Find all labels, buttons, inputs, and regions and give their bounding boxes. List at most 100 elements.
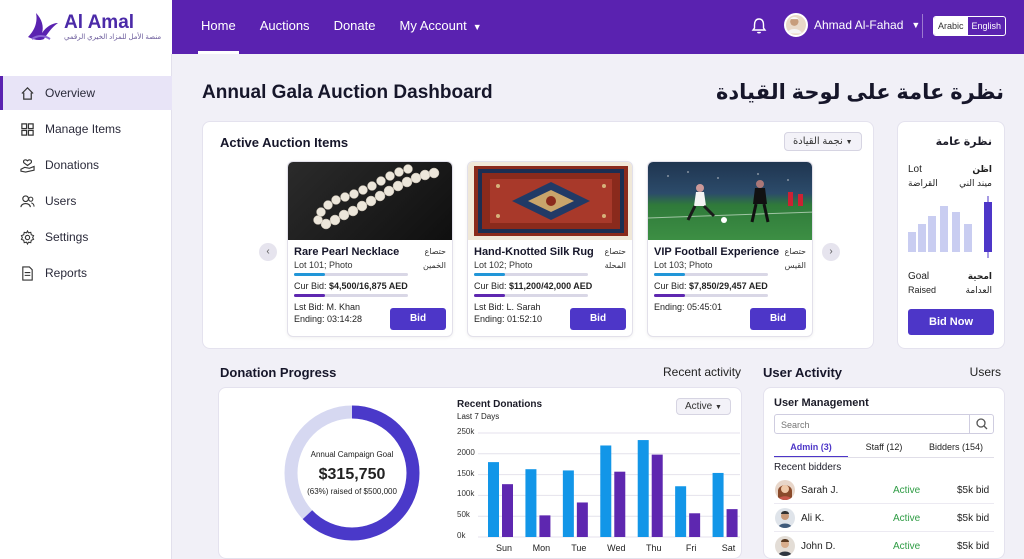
auction-filter-dropdown[interactable]: نجمة القيادة ▼ <box>784 132 862 151</box>
bar-wed-series-1 <box>600 445 612 537</box>
current-bid-label: Cur Bid: <box>294 281 327 291</box>
bid-button[interactable]: Bid <box>390 308 446 330</box>
bid-progress-fill <box>654 294 685 297</box>
bid-progress-fill <box>294 273 325 276</box>
avatar <box>775 536 795 556</box>
sidebar-item-reports[interactable]: Reports <box>0 256 172 290</box>
current-bid: Cur Bid: $4,500/16,875 AED <box>294 281 408 291</box>
page-title-arabic: نظرة عامة على لوحة القيادة <box>715 81 1004 104</box>
donation-filter-dropdown[interactable]: Active ▼ <box>676 398 731 415</box>
carousel-prev-button[interactable]: ‹ <box>259 243 277 261</box>
last-bidder: Lst Bid: L. Sarah <box>474 302 541 312</box>
item-lot: Lot 101; Photo <box>294 260 353 270</box>
divider <box>922 14 923 38</box>
current-bid: Cur Bid: $11,200/42,000 AED <box>474 281 592 291</box>
bar-wed-series-2 <box>614 471 626 537</box>
recent-activity-link[interactable]: Recent activity <box>663 365 742 379</box>
bar-tue-series-2 <box>576 502 588 537</box>
sidebar: Overview Manage Items Donations Users Se… <box>0 54 172 559</box>
sidebar-item-settings[interactable]: Settings <box>0 220 172 254</box>
bid-progress-bar <box>294 273 408 276</box>
search-button[interactable] <box>969 415 993 433</box>
nav-auctions[interactable]: Auctions <box>259 18 310 33</box>
lang-english[interactable]: English <box>971 21 1002 31</box>
hand-heart-icon <box>20 158 35 173</box>
home-icon <box>21 86 34 100</box>
current-bid-value: $4,500/16,875 AED <box>329 281 408 291</box>
football-image <box>648 162 812 240</box>
divider <box>774 531 994 532</box>
top-nav-bar: Home Auctions Donate My Account ▼ Ahmad A… <box>172 0 1024 54</box>
bar-thu-series-2 <box>651 454 663 537</box>
bidder-amount: $5k bid <box>957 485 990 496</box>
item-lot: Lot 102; Photo <box>474 260 533 270</box>
bar-mon-series-1 <box>525 469 537 537</box>
item-name: Rare Pearl Necklace <box>294 246 400 258</box>
campaign-goal-donut <box>284 405 420 541</box>
bar-thu-series-1 <box>637 440 649 537</box>
pearl-necklace-image <box>288 162 452 240</box>
bidder-amount: $5k bid <box>957 513 990 524</box>
users-link[interactable]: Users <box>969 365 1001 379</box>
overview-title: نظرة عامة <box>935 136 992 148</box>
divider <box>774 457 994 458</box>
item-arabic-label: القيس <box>784 261 806 270</box>
tab-admin[interactable]: Admin (3) <box>790 442 832 452</box>
item-name: VIP Football Experience <box>654 246 780 258</box>
campaign-amount: $315,750 <box>318 466 386 483</box>
nav-my-account[interactable]: My Account ▼ <box>390 0 490 54</box>
users-icon <box>20 194 35 207</box>
sidebar-item-donations[interactable]: Donations <box>0 148 172 182</box>
ending-timer: Ending: 05:45:01 <box>654 302 723 312</box>
bidder-name: Ali K. <box>801 513 825 524</box>
document-icon <box>22 265 33 281</box>
user-management-panel <box>763 387 1005 559</box>
x-tick-label: Thu <box>645 543 662 553</box>
dove-logo-icon <box>28 13 58 41</box>
auction-item-card[interactable]: Hand-Knotted Silk Rug حتصاع المحلة Lot 1… <box>467 161 633 337</box>
bell-icon[interactable] <box>750 17 768 35</box>
carousel-next-button[interactable]: › <box>822 243 840 261</box>
tab-bidders[interactable]: Bidders (154) <box>928 442 984 452</box>
user-menu[interactable]: Ahmad Al-Fahad ▼ <box>784 13 920 37</box>
bid-now-button[interactable]: Bid Now <box>908 309 994 335</box>
auction-item-card[interactable]: VIP Football Experience حتصاع القيس Lot … <box>647 161 813 337</box>
bid-button[interactable]: Bid <box>750 308 806 330</box>
bar-sat-series-2 <box>726 509 738 537</box>
sidebar-item-label: Donations <box>45 158 100 172</box>
sidebar-item-users[interactable]: Users <box>0 184 172 218</box>
lang-arabic[interactable]: Arabic <box>934 17 968 35</box>
overview-goal-label: Goal <box>908 271 930 282</box>
nav-donate[interactable]: Donate <box>333 18 376 33</box>
bar-fri-series-1 <box>675 486 687 537</box>
user-search-input[interactable] <box>775 416 965 434</box>
current-bid-label: Cur Bid: <box>474 281 507 291</box>
grid-icon <box>21 122 34 136</box>
user-activity-title: User Activity <box>763 365 842 380</box>
status-badge: Active <box>893 513 921 524</box>
auction-item-card[interactable]: Rare Pearl Necklace حتصاع الخمين Lot 101… <box>287 161 453 337</box>
bid-progress-fill <box>474 294 505 297</box>
bid-progress-fill <box>474 273 505 276</box>
bidder-name: Sarah J. <box>801 485 839 496</box>
page-title: Annual Gala Auction Dashboard <box>202 82 493 103</box>
status-badge: Active <box>893 485 921 496</box>
nav-home[interactable]: Home <box>192 0 245 54</box>
brand-logo[interactable]: Al Amal منصة الأمل للمزاد الخيري الرقمي <box>0 0 172 54</box>
current-bid-value: $11,200/42,000 AED <box>509 281 593 291</box>
item-arabic-label: حتصاع <box>604 247 626 256</box>
y-tick-label: 50k <box>457 510 470 520</box>
bid-progress-bar <box>654 294 768 297</box>
bid-progress-bar <box>654 273 768 276</box>
item-arabic-label: حتصاع <box>424 247 446 256</box>
tab-staff[interactable]: Staff (12) <box>865 442 903 452</box>
silk-rug-image <box>468 162 632 240</box>
x-tick-label: Wed <box>607 543 626 553</box>
overview-arabic-label: ميند الني <box>959 178 992 188</box>
sidebar-item-manage-items[interactable]: Manage Items <box>0 112 172 146</box>
sidebar-item-overview[interactable]: Overview <box>0 76 172 110</box>
x-tick-label: Mon <box>532 543 551 553</box>
bar-mon-series-2 <box>539 515 551 537</box>
bid-button[interactable]: Bid <box>570 308 626 330</box>
chevron-down-icon: ▼ <box>845 139 853 146</box>
